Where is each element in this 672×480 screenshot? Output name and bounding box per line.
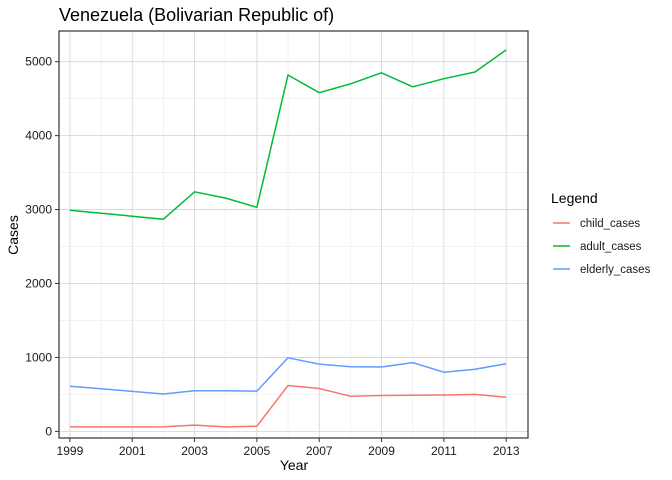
x-tick-label: 2011 [431,444,457,458]
x-axis-title: Year [280,457,309,473]
x-tick-label: 2001 [119,444,146,458]
y-tick-label: 0 [45,424,52,438]
series-lines [69,49,507,428]
legend-label-adult-cases: adult_cases [580,241,642,253]
x-tick-label: 2009 [368,444,395,458]
y-axis: 0 1000 2000 3000 4000 5000 [25,55,59,438]
legend-label-child-cases: child_cases [580,218,640,230]
series-line-adult-cases [69,49,507,220]
y-tick-label: 5000 [25,55,52,69]
series-line-child-cases [69,384,507,428]
x-tick-label: 2013 [493,444,520,458]
grid [59,31,528,438]
y-tick-label: 1000 [25,350,52,364]
y-axis-title: Cases [5,215,21,255]
chart-title: Venezuela (Bolivarian Republic of) [59,5,334,25]
x-tick-label: 2003 [181,444,208,458]
x-tick-label: 2007 [306,444,333,458]
y-tick-label: 4000 [25,129,52,143]
series-line-elderly-cases [69,357,507,395]
y-tick-label: 2000 [25,276,52,290]
plot-border [58,30,529,439]
legend-title: Legend [551,190,598,206]
x-tick-label: 2005 [244,444,271,458]
y-tick-label: 3000 [25,203,52,217]
x-axis: 1999 2001 2003 2005 2007 2009 2011 2013 [57,438,520,458]
x-tick-label: 1999 [57,444,84,458]
legend-label-elderly-cases: elderly_cases [580,264,651,276]
legend: Legend child_cases adult_cases elderly_cas… [551,190,651,276]
